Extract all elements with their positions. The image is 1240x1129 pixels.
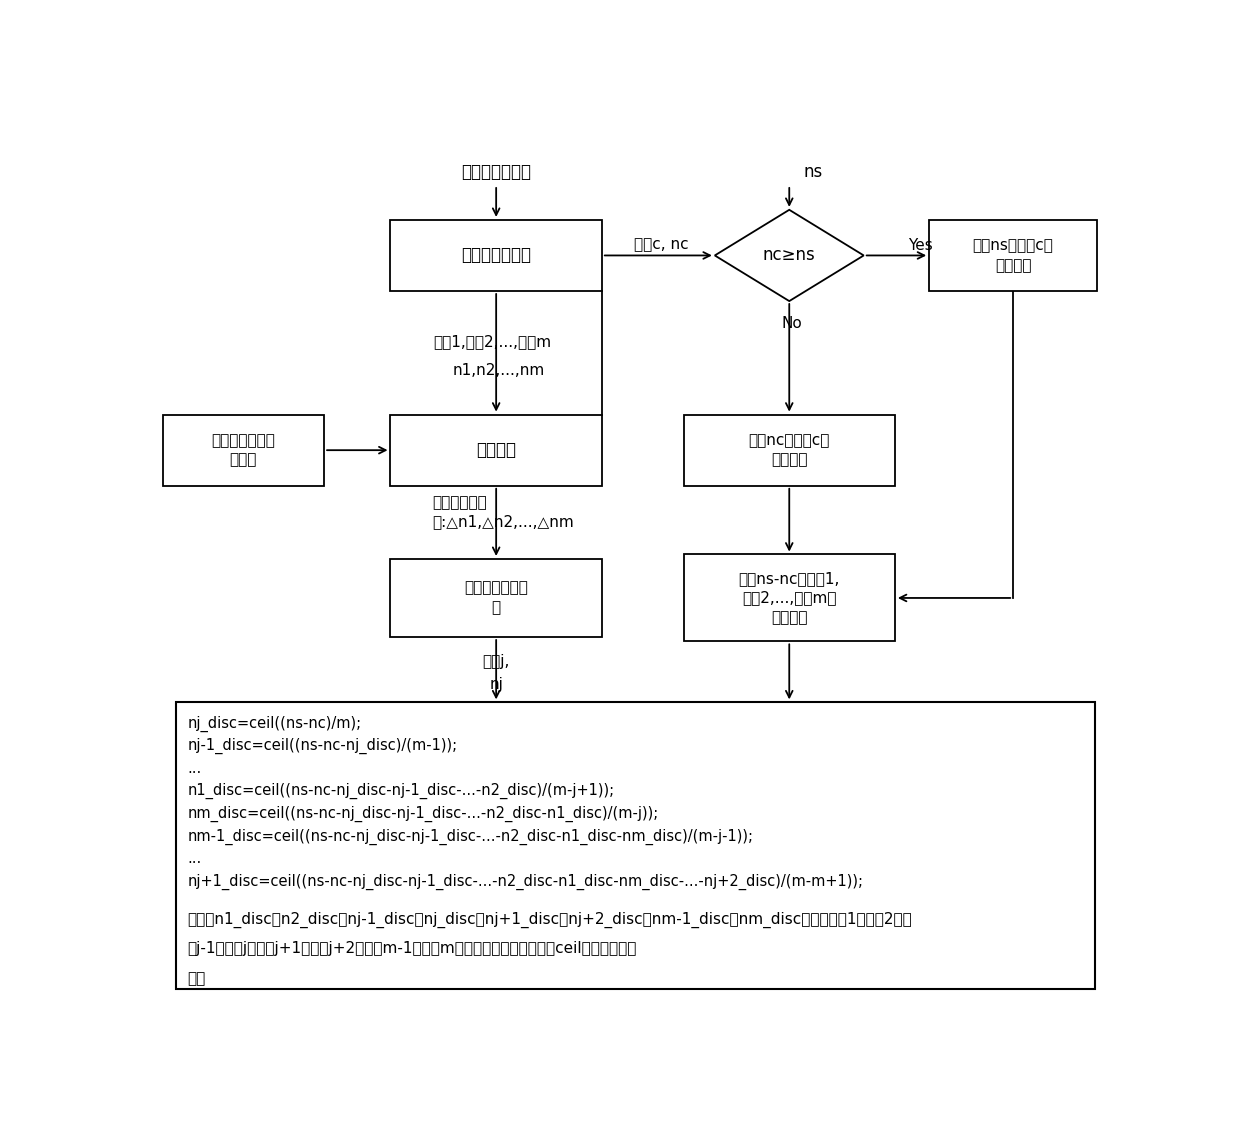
Text: nm-1_disc=ceil((ns-nc-nj_disc-nj-1_disc-...-n2_disc-n1_disc-nm_disc)/(m-j-1));: nm-1_disc=ceil((ns-nc-nj_disc-nj-1_disc-… (187, 829, 754, 844)
Bar (929, 220, 1097, 291)
Text: 切除ns-nc组类型1,
类型2,...,类型m交
流滤波器: 切除ns-nc组类型1, 类型2,...,类型m交 流滤波器 (739, 570, 839, 625)
Text: 绝对最小滤波器
配置表: 绝对最小滤波器 配置表 (212, 432, 275, 467)
Text: 类型c, nc: 类型c, nc (634, 237, 688, 253)
Bar (683, 414, 895, 485)
Text: 循环切除基准: 循环切除基准 (432, 495, 486, 510)
Bar (391, 414, 601, 485)
Text: nc≥ns: nc≥ns (763, 246, 816, 264)
Text: 类型j,: 类型j, (482, 654, 510, 668)
Text: ...: ... (187, 761, 202, 776)
Text: 交流滤波器状态: 交流滤波器状态 (461, 163, 531, 181)
Text: 减法运算: 减法运算 (476, 441, 516, 460)
Text: nm_disc=ceil((ns-nc-nj_disc-nj-1_disc-...-n2_disc-n1_disc)/(m-j));: nm_disc=ceil((ns-nc-nj_disc-nj-1_disc-..… (187, 806, 658, 822)
Text: 值:△n1,△n2,...,△nm: 值:△n1,△n2,...,△nm (432, 514, 574, 530)
Text: Yes: Yes (908, 237, 932, 253)
Text: nj: nj (490, 677, 503, 692)
Text: 类型1,类型2,...,类型m: 类型1,类型2,...,类型m (434, 334, 552, 349)
Text: ...: ... (187, 851, 202, 866)
Text: 交流滤波器分类: 交流滤波器分类 (461, 246, 531, 264)
Text: 切除ns组类型c交
流滤波器: 切除ns组类型c交 流滤波器 (972, 238, 1054, 273)
Text: nj_disc=ceil((ns-nc)/m);: nj_disc=ceil((ns-nc)/m); (187, 716, 362, 732)
Text: 式中，n1_disc、n2_disc、nj-1_disc、nj_disc、nj+1_disc、nj+2_disc、nm-1_disc、nm_disc分别为类型1: 式中，n1_disc、n2_disc、nj-1_disc、nj_disc、nj+… (187, 912, 913, 928)
Text: 切除nc组类型c交
流滤波器: 切除nc组类型c交 流滤波器 (749, 432, 830, 467)
Text: nj-1_disc=ceil((ns-nc-nj_disc)/(m-1));: nj-1_disc=ceil((ns-nc-nj_disc)/(m-1)); (187, 738, 458, 754)
Text: 按优先级取最大
值: 按优先级取最大 值 (464, 580, 528, 615)
Bar (391, 220, 601, 291)
Text: No: No (781, 316, 802, 331)
Bar (391, 559, 601, 637)
Text: 型j-1、类型j、类型j+1、类型j+2、类型m-1、类型m切除的交流滤波器组数；ceil为向上取整函: 型j-1、类型j、类型j+1、类型j+2、类型m-1、类型m切除的交流滤波器组数… (187, 942, 637, 956)
Text: n1_disc=ceil((ns-nc-nj_disc-nj-1_disc-...-n2_disc)/(m-j+1));: n1_disc=ceil((ns-nc-nj_disc-nj-1_disc-..… (187, 784, 615, 799)
Bar (162, 414, 324, 485)
Text: 数。: 数。 (187, 971, 206, 986)
Text: ns: ns (804, 163, 823, 181)
Bar (176, 702, 1095, 989)
Bar (683, 554, 895, 641)
Text: n1,n2,...,nm: n1,n2,...,nm (453, 362, 546, 378)
Text: nj+1_disc=ceil((ns-nc-nj_disc-nj-1_disc-...-n2_disc-n1_disc-nm_disc-...-nj+2_dis: nj+1_disc=ceil((ns-nc-nj_disc-nj-1_disc-… (187, 874, 864, 890)
Polygon shape (714, 210, 864, 301)
